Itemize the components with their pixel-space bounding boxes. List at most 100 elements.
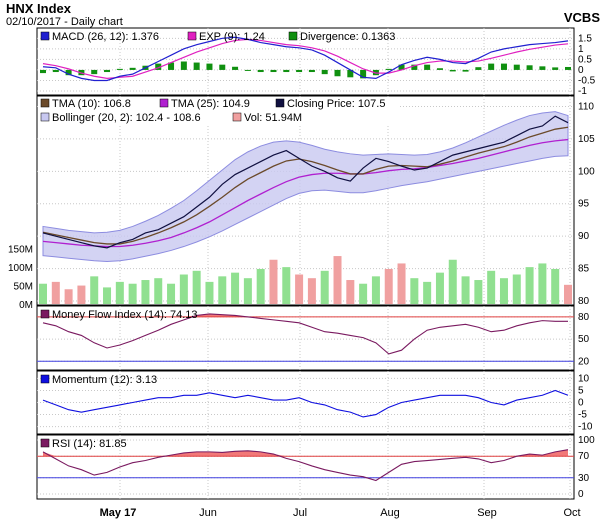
volume-tick-label: 100M xyxy=(8,263,33,274)
close-price-line xyxy=(42,115,569,249)
legend-label: Divergence: 0.1363 xyxy=(300,31,395,43)
y-tick-label: 0 xyxy=(578,65,584,76)
volume-bar xyxy=(192,270,201,304)
legend-background xyxy=(38,97,398,125)
divergence-bar xyxy=(500,63,507,70)
legend-label: Money Flow Index (14): 74.13 xyxy=(52,309,198,321)
y-tick-label: -5 xyxy=(578,410,587,421)
volume-bar xyxy=(551,268,560,304)
legend-swatch xyxy=(40,31,50,41)
rsi-panel-line xyxy=(42,449,569,482)
y-tick-label: -1 xyxy=(578,86,587,97)
divergence-bar xyxy=(334,69,341,77)
volume-bar xyxy=(256,268,265,304)
volume-bar xyxy=(410,278,419,304)
volume-tick-label: 0M xyxy=(19,300,33,311)
x-tick-label: May 17 xyxy=(100,507,137,519)
volume-bar xyxy=(499,278,508,304)
legend-swatch xyxy=(288,31,298,41)
chart-subtitle: 02/10/2017 - Daily chart xyxy=(6,16,123,28)
divergence-bar xyxy=(244,69,251,71)
y-tick-label: 70 xyxy=(578,451,590,462)
divergence-bar xyxy=(257,69,264,73)
tma10-line xyxy=(42,126,569,245)
divergence-bar xyxy=(168,62,175,70)
volume-bar xyxy=(141,280,150,304)
y-tick-label: 80 xyxy=(578,296,590,307)
divergence-bar xyxy=(65,69,72,76)
volume-bar xyxy=(167,283,176,304)
y-tick-label: 80 xyxy=(578,312,590,323)
volume-tick-label: 50M xyxy=(14,282,33,293)
y-tick-label: 110 xyxy=(578,101,594,112)
legend-swatch xyxy=(40,309,50,319)
divergence-bar xyxy=(193,62,200,70)
y-tick-label: 50 xyxy=(578,334,590,345)
volume-bar xyxy=(115,281,124,304)
divergence-bar xyxy=(475,67,482,70)
legend-label: TMA (10): 106.8 xyxy=(52,98,131,110)
volume-bar xyxy=(39,283,47,304)
volume-tick-label: 150M xyxy=(8,245,33,256)
macd-line xyxy=(42,36,569,82)
divergence-bar xyxy=(360,69,367,79)
y-tick-label: 0.5 xyxy=(578,54,592,65)
legend-swatch xyxy=(40,374,50,384)
volume-bar xyxy=(333,256,342,304)
divergence-bar xyxy=(411,64,418,70)
divergence-bar xyxy=(308,69,315,73)
divergence-bar xyxy=(539,66,546,70)
legend-label: Bollinger (20, 2): 102.4 - 108.6 xyxy=(52,112,201,124)
divergence-bar xyxy=(347,69,354,78)
volume-bar xyxy=(103,287,112,304)
y-tick-label: 85 xyxy=(578,264,590,275)
divergence-bar xyxy=(232,66,239,70)
x-tick-label: Aug xyxy=(380,507,400,519)
divergence-bar xyxy=(283,69,290,73)
y-tick-label: 30 xyxy=(578,473,590,484)
tma25-line xyxy=(42,138,569,248)
exp-line xyxy=(42,38,569,79)
y-tick-label: 100 xyxy=(578,166,595,177)
legend-label: MACD (26, 12): 1.376 xyxy=(52,31,159,43)
volume-bar xyxy=(218,276,227,304)
legend-swatch xyxy=(275,98,285,108)
volume-bar xyxy=(77,285,86,304)
volume-bar xyxy=(205,281,214,304)
legend-swatch xyxy=(187,31,197,41)
volume-bar xyxy=(525,267,534,304)
divergence-bar xyxy=(526,65,533,70)
bollinger-band xyxy=(42,111,569,262)
y-tick-label: 100 xyxy=(578,435,595,446)
y-tick-label: 1 xyxy=(578,44,584,55)
legend-swatch xyxy=(40,98,50,108)
volume-bar xyxy=(231,272,240,304)
divergence-bar xyxy=(565,66,571,70)
divergence-bar xyxy=(155,63,162,70)
volume-bar xyxy=(295,274,304,304)
divergence-bar xyxy=(180,61,187,70)
volume-bar xyxy=(51,281,60,304)
volume-bar xyxy=(397,263,406,304)
chart-title: HNX Index xyxy=(6,1,72,16)
volume-bar xyxy=(384,268,393,304)
volume-bar xyxy=(371,276,380,304)
y-tick-label: 90 xyxy=(578,231,590,242)
divergence-bar xyxy=(129,67,136,70)
divergence-bar xyxy=(398,64,405,70)
legend-swatch xyxy=(159,98,169,108)
volume-bar xyxy=(320,270,329,304)
volume-bar xyxy=(243,278,252,304)
legend-swatch xyxy=(232,112,242,122)
divergence-bar xyxy=(52,69,59,73)
volume-bar xyxy=(359,283,368,304)
x-tick-label: Sep xyxy=(477,507,497,519)
legend-swatch xyxy=(40,438,50,448)
mfi-panel-line xyxy=(42,313,568,355)
volume-bar xyxy=(282,267,291,304)
divergence-bar xyxy=(296,69,303,73)
momentum-panel-line xyxy=(42,389,569,418)
volume-bar xyxy=(346,280,355,304)
volume-bar xyxy=(307,278,316,304)
